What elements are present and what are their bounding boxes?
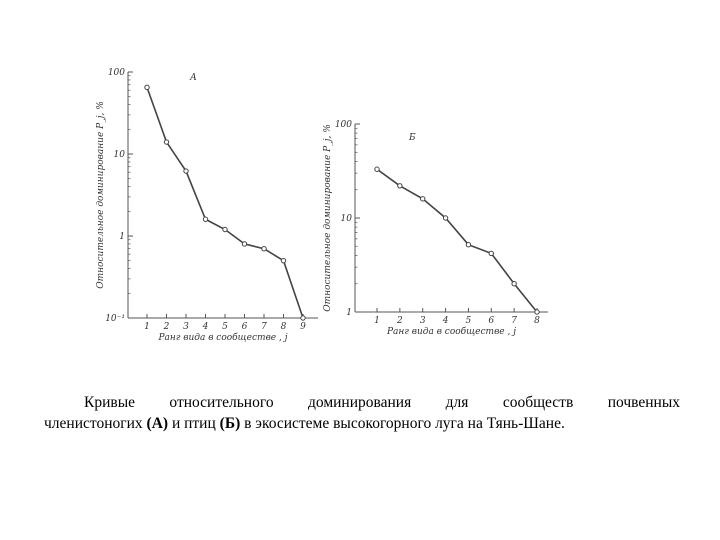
data-point bbox=[465, 241, 472, 248]
data-point bbox=[397, 183, 403, 189]
data-point bbox=[374, 166, 380, 172]
caption-line-2: членистоногих (А) и птиц (Б) в экосистем… bbox=[44, 413, 680, 434]
y-tick-label: 1 bbox=[119, 232, 125, 242]
x-tick-label: 7 bbox=[261, 322, 267, 332]
x-axis-title: Ранг вида в сообществе , j bbox=[157, 332, 287, 343]
x-tick-label: 6 bbox=[242, 322, 248, 332]
data-point bbox=[241, 241, 248, 247]
series-line bbox=[376, 168, 538, 313]
y-tick-label: 100 bbox=[335, 120, 352, 130]
caption-text: и птиц bbox=[168, 415, 220, 432]
x-tick-label: 6 bbox=[488, 316, 494, 326]
y-tick-label: 10 bbox=[114, 150, 126, 160]
figure-caption: Кривые относительного доминирования для … bbox=[44, 392, 680, 434]
caption-label-a: (А) bbox=[146, 415, 169, 432]
y-tick-label: 100 bbox=[108, 68, 125, 78]
y-tick-label: 10⁻¹ bbox=[105, 314, 125, 324]
x-tick-label: 7 bbox=[511, 316, 517, 326]
data-point bbox=[511, 281, 517, 287]
caption-text: в экосистеме высокогорного луга на Тянь-… bbox=[240, 415, 565, 432]
x-tick-label: 4 bbox=[202, 322, 209, 332]
x-tick-label: 5 bbox=[222, 322, 228, 332]
y-axis-title: Относительное доминирование P_j, % bbox=[323, 124, 333, 312]
caption-label-b: (Б) bbox=[219, 415, 241, 432]
x-tick-label: 4 bbox=[442, 316, 449, 326]
data-point bbox=[202, 216, 209, 222]
series-line bbox=[146, 87, 304, 319]
x-tick-label: 1 bbox=[374, 316, 380, 326]
x-tick-label: 9 bbox=[300, 322, 306, 332]
y-axis-title: Относительное доминирование P_j, % bbox=[96, 101, 106, 289]
data-point bbox=[300, 315, 306, 321]
data-point bbox=[442, 215, 449, 221]
x-tick-label: 2 bbox=[396, 316, 403, 326]
data-point bbox=[488, 250, 494, 257]
chart-panel-a: 10⁻¹ 1 10 100 1 2 3 4 5 6 7 8 9 А Ранг вида в сообщест… bbox=[96, 68, 318, 343]
caption-text: членистоногих bbox=[44, 415, 147, 432]
data-point bbox=[163, 139, 170, 145]
x-tick-label: 5 bbox=[466, 316, 472, 326]
x-tick-label: 8 bbox=[281, 322, 287, 332]
x-axis-title: Ранг вида в сообществе , j bbox=[386, 326, 516, 337]
chart-panel-b: 1 10 100 1 2 3 4 5 6 7 8 Б Ранг вида в сообществе , … bbox=[323, 120, 548, 337]
y-tick-label: 10 bbox=[341, 214, 353, 224]
data-point bbox=[222, 226, 228, 233]
data-point bbox=[144, 84, 150, 91]
data-point bbox=[534, 309, 540, 315]
data-point bbox=[261, 246, 267, 252]
caption-line-1: Кривые относительного доминирования для … bbox=[84, 394, 680, 411]
data-point bbox=[420, 196, 426, 202]
x-tick-label: 1 bbox=[144, 322, 150, 332]
x-tick-label: 3 bbox=[183, 322, 189, 332]
x-tick-label: 2 bbox=[163, 322, 170, 332]
x-tick-label: 3 bbox=[420, 316, 426, 326]
panel-label: А bbox=[189, 73, 197, 83]
y-tick-label: 1 bbox=[346, 308, 352, 318]
x-tick-label: 8 bbox=[534, 316, 540, 326]
data-point bbox=[280, 257, 287, 264]
data-point bbox=[183, 168, 189, 174]
panel-label: Б bbox=[408, 133, 416, 143]
figure: 10⁻¹ 1 10 100 1 2 3 4 5 6 7 8 9 А Ранг вида в сообщест… bbox=[96, 68, 548, 343]
